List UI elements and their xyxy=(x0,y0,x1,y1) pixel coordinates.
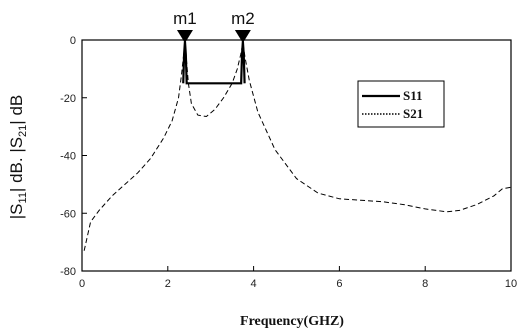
y-axis-label: |S11| dB. |S21| dB xyxy=(7,95,29,220)
y-tick-label: 0 xyxy=(70,35,76,47)
marker-m1 xyxy=(176,30,193,43)
markers-layer: m1 m2 xyxy=(173,9,255,43)
x-tick-label: 0 xyxy=(79,278,85,290)
series-layer xyxy=(83,41,512,251)
x-tick-label: 10 xyxy=(505,278,517,290)
plot-frame xyxy=(81,39,512,272)
y-label-s21-sub: 21 xyxy=(17,125,29,137)
legend-label-s11: S11 xyxy=(403,88,423,103)
marker-label-m1: m1 xyxy=(173,9,197,28)
y-tick-label: -20 xyxy=(60,93,76,105)
y-tick-label: -60 xyxy=(60,208,76,220)
legend: S11 S21 xyxy=(357,80,445,128)
x-axis-label: Frequency(GHZ) xyxy=(240,314,344,329)
y-label-s11-main: |S xyxy=(7,203,26,219)
y-tick-label: -80 xyxy=(60,266,76,278)
legend-label-s21: S21 xyxy=(403,106,423,121)
marker-m2 xyxy=(234,30,251,43)
ticks-layer: 0 2 4 6 8 10 0 -20 -40 -60 -80 xyxy=(60,35,517,290)
x-tick-label: 6 xyxy=(336,278,342,290)
x-tick-label: 8 xyxy=(422,278,428,290)
legend-box xyxy=(357,80,445,128)
y-label-s11-sub: 11 xyxy=(17,192,29,203)
y-label-end: | dB xyxy=(7,95,26,125)
marker-label-m2: m2 xyxy=(231,9,255,28)
y-label-mid: | dB. |S xyxy=(7,137,26,192)
x-tick-label: 4 xyxy=(251,278,257,290)
series-s21 xyxy=(83,42,512,251)
x-tick-label: 2 xyxy=(165,278,171,290)
y-tick-label: -40 xyxy=(60,151,76,163)
series-s11 xyxy=(182,41,246,85)
